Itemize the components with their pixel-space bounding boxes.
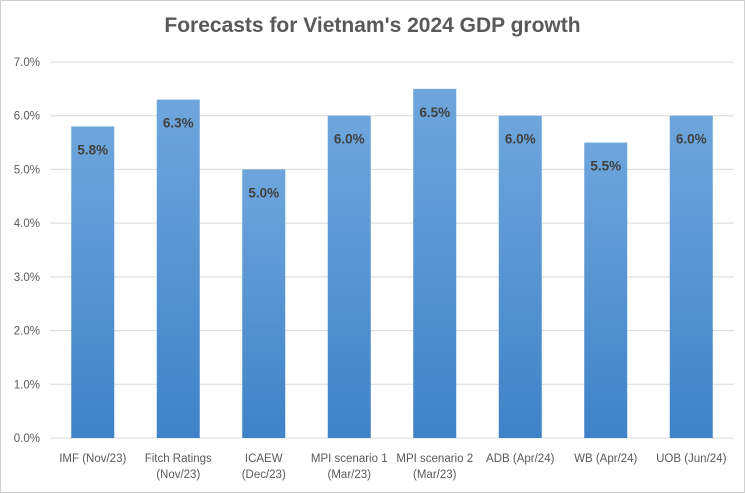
x-category-label: IMF (Nov/23) — [59, 453, 126, 465]
data-label: 6.0% — [334, 132, 365, 147]
y-tick-label: 5.0% — [14, 164, 40, 176]
x-category-label: MPI scenario 2 — [396, 453, 473, 465]
bar — [71, 126, 115, 438]
bar — [413, 88, 457, 438]
x-category-label: ICAEW — [245, 453, 283, 465]
data-label: 6.0% — [676, 132, 707, 147]
data-label: 5.5% — [590, 159, 621, 174]
bar — [327, 115, 371, 438]
bar — [242, 169, 286, 438]
x-category-label: (Mar/23) — [328, 469, 372, 481]
y-tick-label: 3.0% — [14, 272, 40, 284]
chart-title: Forecasts for Vietnam's 2024 GDP growth — [164, 14, 581, 37]
y-tick-label: 4.0% — [14, 218, 40, 230]
data-label: 6.5% — [419, 105, 450, 120]
x-category-label: UOB (Jun/24) — [656, 453, 726, 465]
y-tick-label: 0.0% — [14, 433, 40, 445]
x-category-label: (Nov/23) — [156, 469, 200, 481]
y-tick-label: 7.0% — [14, 57, 40, 69]
bar — [498, 115, 542, 438]
x-category-label: WB (Apr/24) — [574, 453, 637, 465]
x-category-label: (Mar/23) — [413, 469, 457, 481]
data-label: 5.0% — [248, 185, 279, 200]
x-category-label: MPI scenario 1 — [311, 453, 388, 465]
x-category-label: ADB (Apr/24) — [486, 453, 555, 465]
y-tick-label: 1.0% — [14, 379, 40, 391]
bar — [584, 142, 628, 439]
y-tick-label: 2.0% — [14, 326, 40, 338]
y-tick-label: 6.0% — [14, 111, 40, 123]
x-category-label: Fitch Ratings — [145, 453, 212, 465]
data-label: 5.8% — [77, 142, 108, 157]
bar — [669, 115, 713, 438]
data-label: 6.0% — [505, 132, 536, 147]
data-label: 6.3% — [163, 116, 194, 131]
bar — [156, 99, 200, 438]
x-category-label: (Dec/23) — [242, 469, 286, 481]
